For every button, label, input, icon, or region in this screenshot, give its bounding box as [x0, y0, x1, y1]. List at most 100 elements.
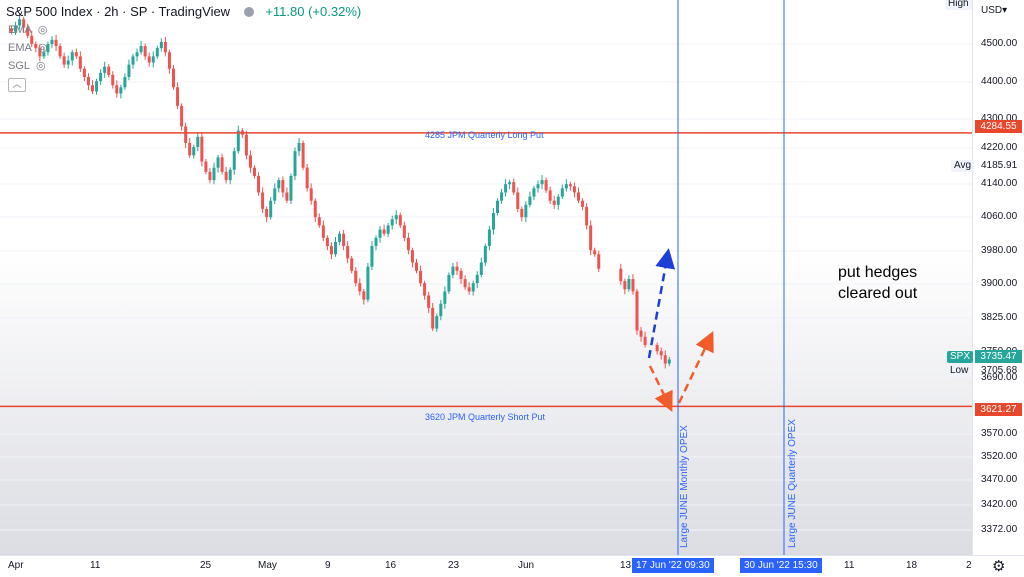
candle-body: [244, 134, 248, 156]
candle-body: [208, 171, 212, 181]
candle-body: [188, 142, 192, 156]
candle-body: [224, 171, 228, 181]
candle-body: [10, 28, 13, 32]
candle-body: [82, 68, 86, 77]
candle-body: [540, 180, 544, 185]
candle-body: [220, 157, 224, 172]
candle-body: [38, 48, 42, 57]
candle-body: [334, 241, 337, 255]
candle-body: [155, 48, 159, 57]
candle-body: [447, 274, 451, 292]
candle-body: [619, 268, 623, 282]
candle-body: [544, 180, 548, 191]
candle-body: [655, 345, 659, 352]
candle-body: [431, 307, 435, 329]
candle-body: [192, 147, 196, 156]
candle-body: [236, 130, 240, 152]
price-tick: 3825.00: [981, 312, 1018, 323]
time-tick: May: [258, 560, 277, 571]
price-tag-long-put: 4284.55: [975, 120, 1022, 133]
candle-body: [313, 200, 317, 218]
candle-body: [293, 151, 297, 176]
settings-gear-icon[interactable]: ⚙: [992, 558, 1006, 575]
time-tick: 13: [620, 560, 632, 571]
candle-body: [212, 167, 216, 181]
quarterly-opex-time-tag: 30 Jun '22 15:30: [740, 558, 822, 573]
quarterly-opex-label: Large JUNE Quarterly OPEX: [787, 419, 798, 548]
candle-body: [659, 351, 663, 356]
collapse-legend-button[interactable]: ︿: [8, 78, 26, 92]
candle-body: [560, 188, 564, 197]
candle-body: [354, 270, 358, 284]
candle-body: [127, 64, 131, 77]
price-tick: 3570.00: [981, 428, 1018, 439]
projection-arrow-up[interactable]: [647, 248, 676, 359]
candle-body: [248, 155, 252, 168]
candle-body: [589, 225, 593, 251]
time-tick: 23: [448, 560, 460, 571]
candle-body: [200, 136, 204, 162]
candle-body: [419, 270, 423, 284]
candle-body: [467, 287, 471, 292]
candle-body: [639, 330, 643, 337]
interval[interactable]: 2h: [104, 4, 119, 19]
price-tick: 4500.00: [981, 38, 1018, 49]
candlestick-chart[interactable]: [0, 0, 972, 555]
price-tick: 4060.00: [981, 211, 1018, 222]
eye-hidden-icon[interactable]: ◎: [37, 42, 48, 54]
projection-arrow-rebound[interactable]: [677, 330, 714, 404]
candle-body: [479, 262, 483, 275]
low-label: Low: [947, 365, 972, 377]
candle-body: [581, 200, 585, 207]
candle-body: [30, 35, 34, 44]
indicator-row[interactable]: SGL ◎: [8, 59, 46, 72]
indicator-row[interactable]: EMA ◎: [8, 41, 47, 54]
candle-body: [398, 215, 402, 226]
candle-body: [346, 246, 350, 259]
candle-body: [564, 184, 568, 189]
candle-body: [297, 142, 301, 152]
candle-body: [305, 167, 309, 189]
eye-hidden-icon[interactable]: ◎: [36, 60, 46, 72]
candle-body: [358, 283, 362, 292]
time-tick: 18: [906, 560, 918, 571]
annotation-note: put hedges cleared out: [838, 262, 917, 304]
candle-body: [99, 72, 103, 82]
candle-body: [423, 283, 427, 296]
note-line: cleared out: [838, 285, 918, 302]
chart-plot-area[interactable]: S&P 500 Index · 2h · SP · TradingView +1…: [0, 0, 972, 555]
candle-body: [281, 180, 285, 193]
price-tick: 4400.00: [981, 76, 1018, 87]
time-tick: 25: [200, 560, 212, 571]
time-axis[interactable]: Apr 11 25 May 9 16 23 Jun 13 17 Jun '22 …: [0, 555, 1024, 577]
candle-body: [370, 246, 374, 267]
candle-body: [552, 200, 556, 205]
candle-body: [631, 279, 635, 292]
candle-body: [524, 204, 528, 218]
candle-body: [176, 87, 180, 106]
candle-body: [180, 105, 184, 127]
candle-body: [22, 19, 26, 28]
avg-label: Avg: [951, 160, 975, 172]
candle-body: [487, 229, 491, 247]
high-label: High: [945, 0, 972, 10]
candle-body: [415, 262, 418, 271]
candle-body: [390, 219, 394, 226]
candle-body: [62, 56, 66, 65]
candle-body: [273, 188, 277, 201]
candle-body: [317, 217, 321, 226]
indicator-row[interactable]: EMA ◎: [8, 23, 47, 36]
candle-body: [663, 355, 667, 364]
candle-body: [265, 208, 269, 218]
symbol-name[interactable]: S&P 500 Index: [6, 4, 93, 19]
candle-body: [107, 66, 111, 75]
candle-body: [528, 196, 532, 205]
monthly-opex-label: Large JUNE Monthly OPEX: [679, 425, 690, 548]
projection-arrow-down[interactable]: [648, 365, 673, 412]
candle-body: [167, 52, 171, 69]
candle-body: [159, 41, 163, 49]
currency-selector[interactable]: USD▾: [981, 5, 1007, 16]
price-axis[interactable]: High USD▾ 4500.00 4400.00 4300.00 4220.00 41…: [945, 0, 1024, 555]
candle-body: [50, 39, 54, 44]
eye-hidden-icon[interactable]: ◎: [37, 24, 48, 36]
